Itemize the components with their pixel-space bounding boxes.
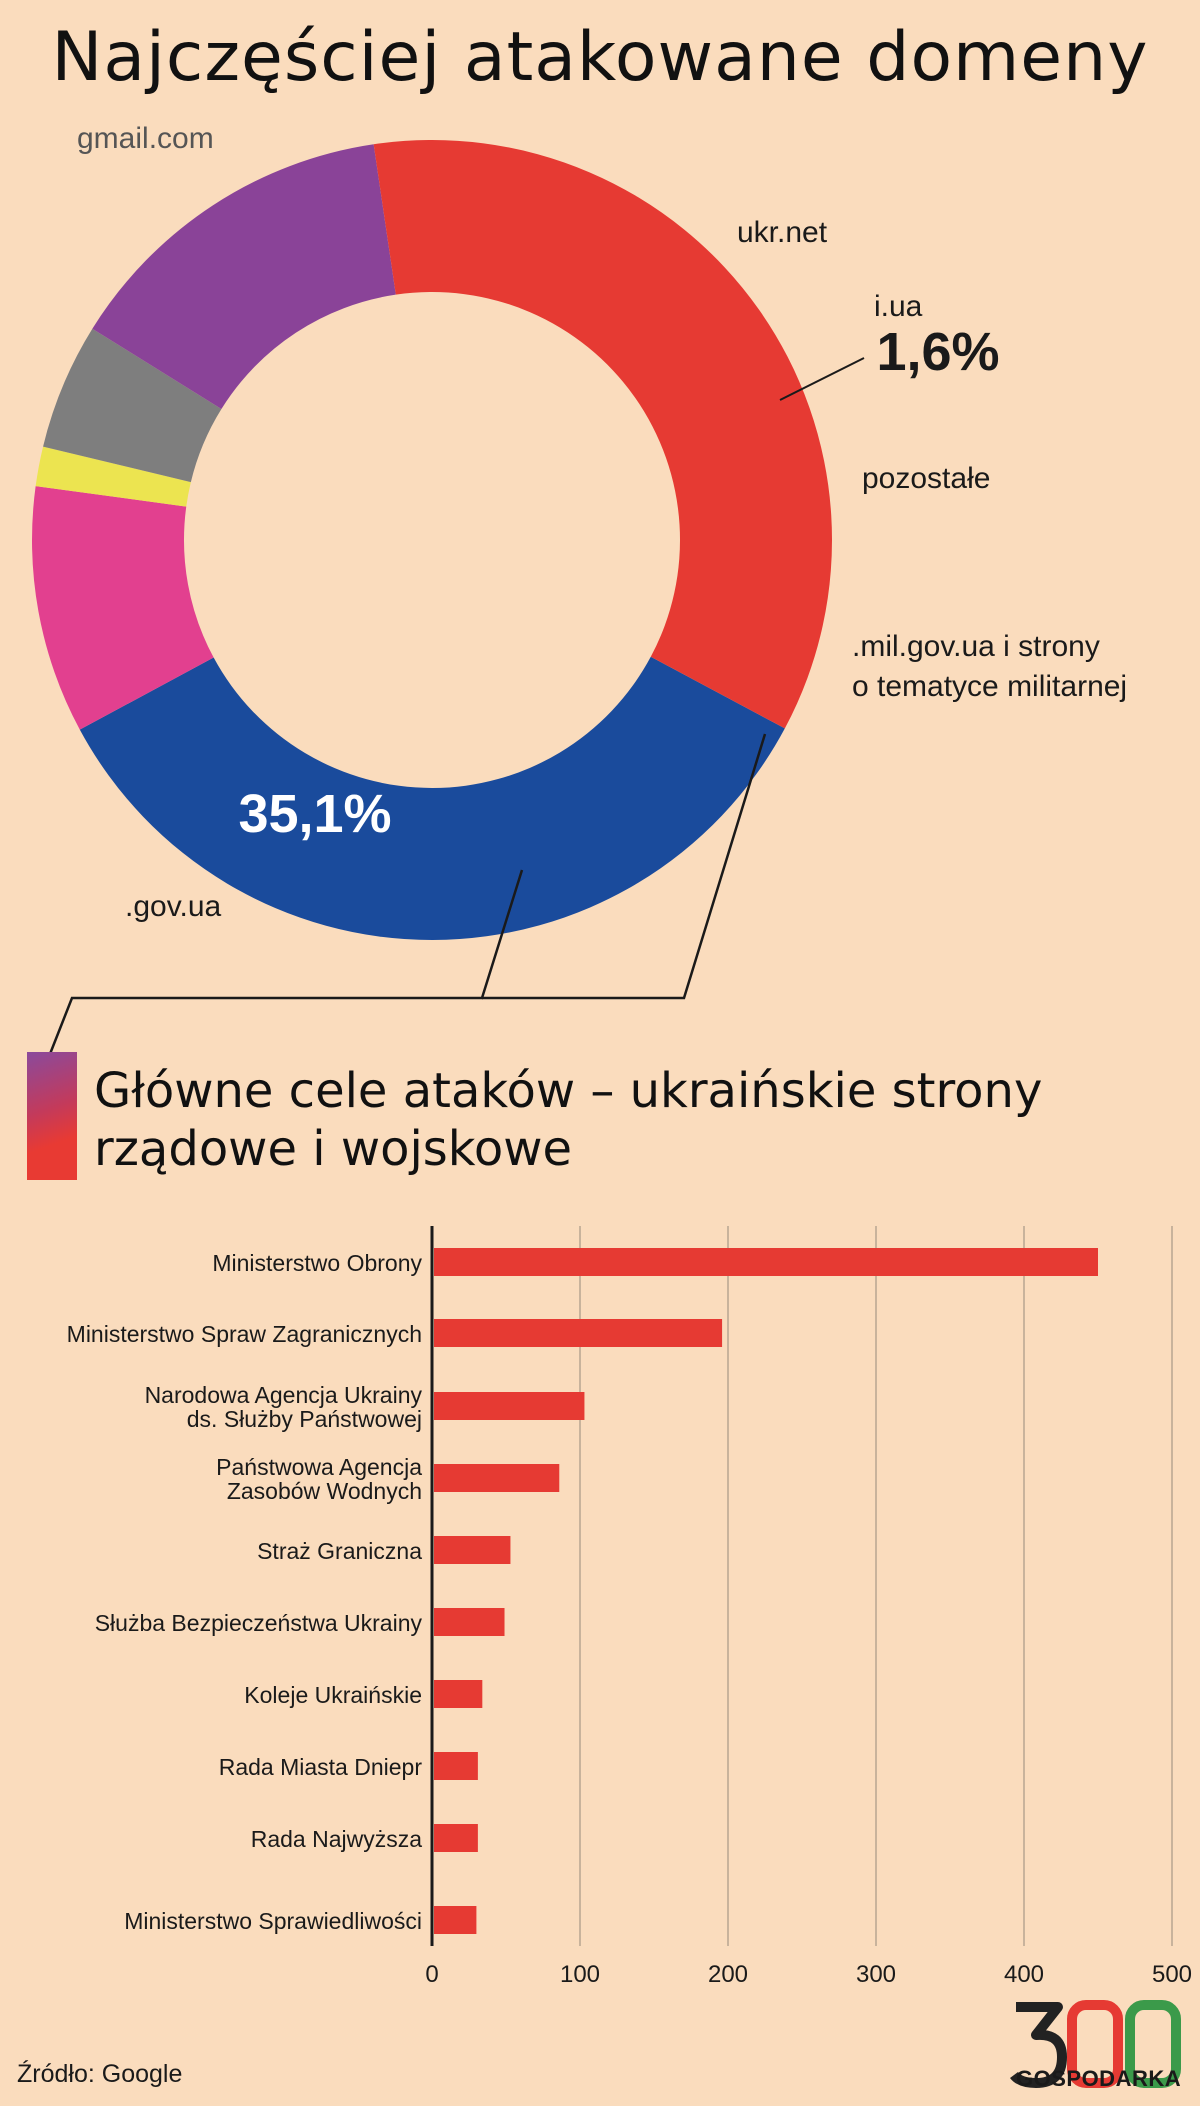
x-tick-label: 300 xyxy=(856,1961,896,1988)
slice-name-label: pozostałe xyxy=(862,462,990,495)
bar xyxy=(434,1824,478,1852)
slice-name-label: gmail.com xyxy=(77,122,214,155)
slice-name-label: i.ua xyxy=(874,290,923,323)
bar xyxy=(434,1536,511,1564)
bar xyxy=(434,1906,477,1934)
bar xyxy=(434,1392,585,1420)
donut-slice xyxy=(43,328,222,483)
category-label: Rada Miasta Dniepr xyxy=(219,1754,423,1780)
category-label: ds. Służby Państwowej xyxy=(187,1406,422,1432)
bar-chart: 0 100 200 300 400 500 Ministerstwo Obrony Minis… xyxy=(67,1226,1192,1988)
category-label: Państwowa Agencja xyxy=(216,1454,422,1480)
donut-slice xyxy=(35,446,191,507)
source-note: Źródło: Google xyxy=(17,2060,183,2088)
chart-title: Najczęściej atakowane domeny xyxy=(51,18,1149,97)
donut-slice xyxy=(92,144,396,410)
connector-line-gov xyxy=(48,869,524,1055)
x-tick-label: 400 xyxy=(1004,1961,1044,1988)
donut-slice xyxy=(373,140,832,729)
donut-slice xyxy=(32,486,214,730)
category-label: Ministerstwo Sprawiedliwości xyxy=(124,1908,422,1934)
category-label: Koleje Ukraińskie xyxy=(244,1682,422,1708)
slice-name-label: .mil.gov.ua i strony xyxy=(852,630,1100,663)
connector-lines xyxy=(48,733,767,1055)
category-label: Zasobów Wodnych xyxy=(227,1478,422,1504)
connector-line-mil xyxy=(482,733,767,1000)
category-label: Służba Bezpieczeństwa Ukrainy xyxy=(95,1610,423,1636)
bar xyxy=(434,1608,505,1636)
bar xyxy=(434,1464,560,1492)
x-tick-label: 200 xyxy=(708,1961,748,1988)
slice-name-label: ukr.net xyxy=(737,216,828,249)
slice-value-label: 1,6% xyxy=(876,322,999,382)
category-label: Straż Graniczna xyxy=(257,1538,422,1564)
bar xyxy=(434,1248,1098,1276)
category-label: Ministerstwo Obrony xyxy=(212,1250,422,1276)
bar xyxy=(434,1752,478,1780)
category-label: Ministerstwo Spraw Zagranicznych xyxy=(67,1321,422,1347)
slice-name-label: .gov.ua xyxy=(125,890,221,923)
bar xyxy=(434,1680,483,1708)
slice-name-label: o tematyce militarnej xyxy=(852,670,1127,703)
category-label: Rada Najwyższa xyxy=(251,1826,422,1852)
category-label: Narodowa Agencja Ukrainy xyxy=(145,1382,423,1408)
x-tick-label: 500 xyxy=(1152,1961,1192,1988)
leader-line xyxy=(779,357,865,401)
subtitle-color-swatch xyxy=(27,1052,77,1180)
x-tick-label: 100 xyxy=(560,1961,600,1988)
donut-chart: 34,3%gmail.com10,0%ukr.net1,6%i.ua5,1%po… xyxy=(32,122,1127,940)
bar-chart-title: Główne cele ataków – ukraińskie strony r… xyxy=(94,1063,1043,1177)
slice-value-label: 35,1% xyxy=(238,784,391,844)
gospodarka-logo xyxy=(1010,2000,1181,2088)
logo-wordmark: GOSPODARKA xyxy=(1016,2066,1182,2091)
donut-slice xyxy=(79,656,785,940)
bar xyxy=(434,1319,723,1347)
x-tick-label: 0 xyxy=(425,1961,438,1988)
